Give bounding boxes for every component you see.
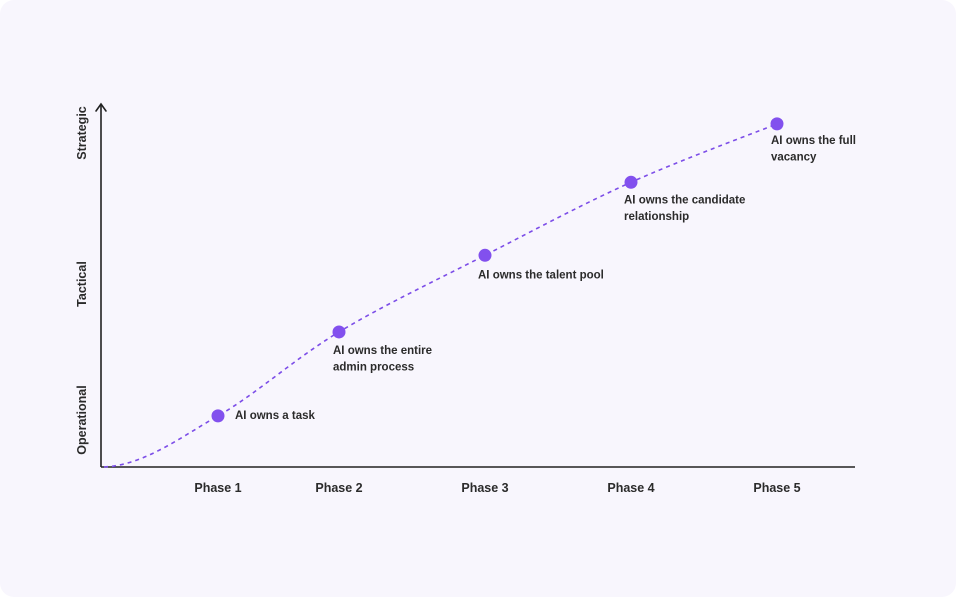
data-labels: AI owns a task AI owns the entire admin pr… [235,135,856,422]
x-tick-label-3: Phase 3 [461,481,508,495]
x-tick-label-5: Phase 5 [753,481,800,495]
trend-line-path [103,123,778,468]
data-label-1: AI owns a task [235,410,315,422]
data-point-4 [624,175,638,189]
x-tick-label-1: Phase 1 [194,481,241,495]
x-tick-labels: Phase 1 Phase 2 Phase 3 Phase 4 Phase 5 [194,481,800,495]
trend-line [103,123,778,468]
data-points [211,117,784,423]
data-point-2 [332,325,346,339]
data-point-5 [770,117,784,131]
data-label-5: AI owns the full vacancy [771,135,856,164]
data-label-3: AI owns the talent pool [478,269,604,281]
x-tick-label-2: Phase 2 [315,481,362,495]
data-point-3 [478,248,492,262]
data-point-1 [211,409,225,423]
y-level-tactical: Tactical [75,261,89,307]
y-tick-labels: Operational Tactical Strategic [75,106,89,455]
data-label-4: AI owns the candidate relationship [624,194,745,223]
data-label-2: AI owns the entire admin process [333,345,432,374]
y-level-strategic: Strategic [75,106,89,160]
x-tick-label-4: Phase 4 [607,481,654,495]
chart-axes [95,102,855,468]
y-level-operational: Operational [75,385,89,454]
y-axis-arrow-icon [95,102,107,112]
